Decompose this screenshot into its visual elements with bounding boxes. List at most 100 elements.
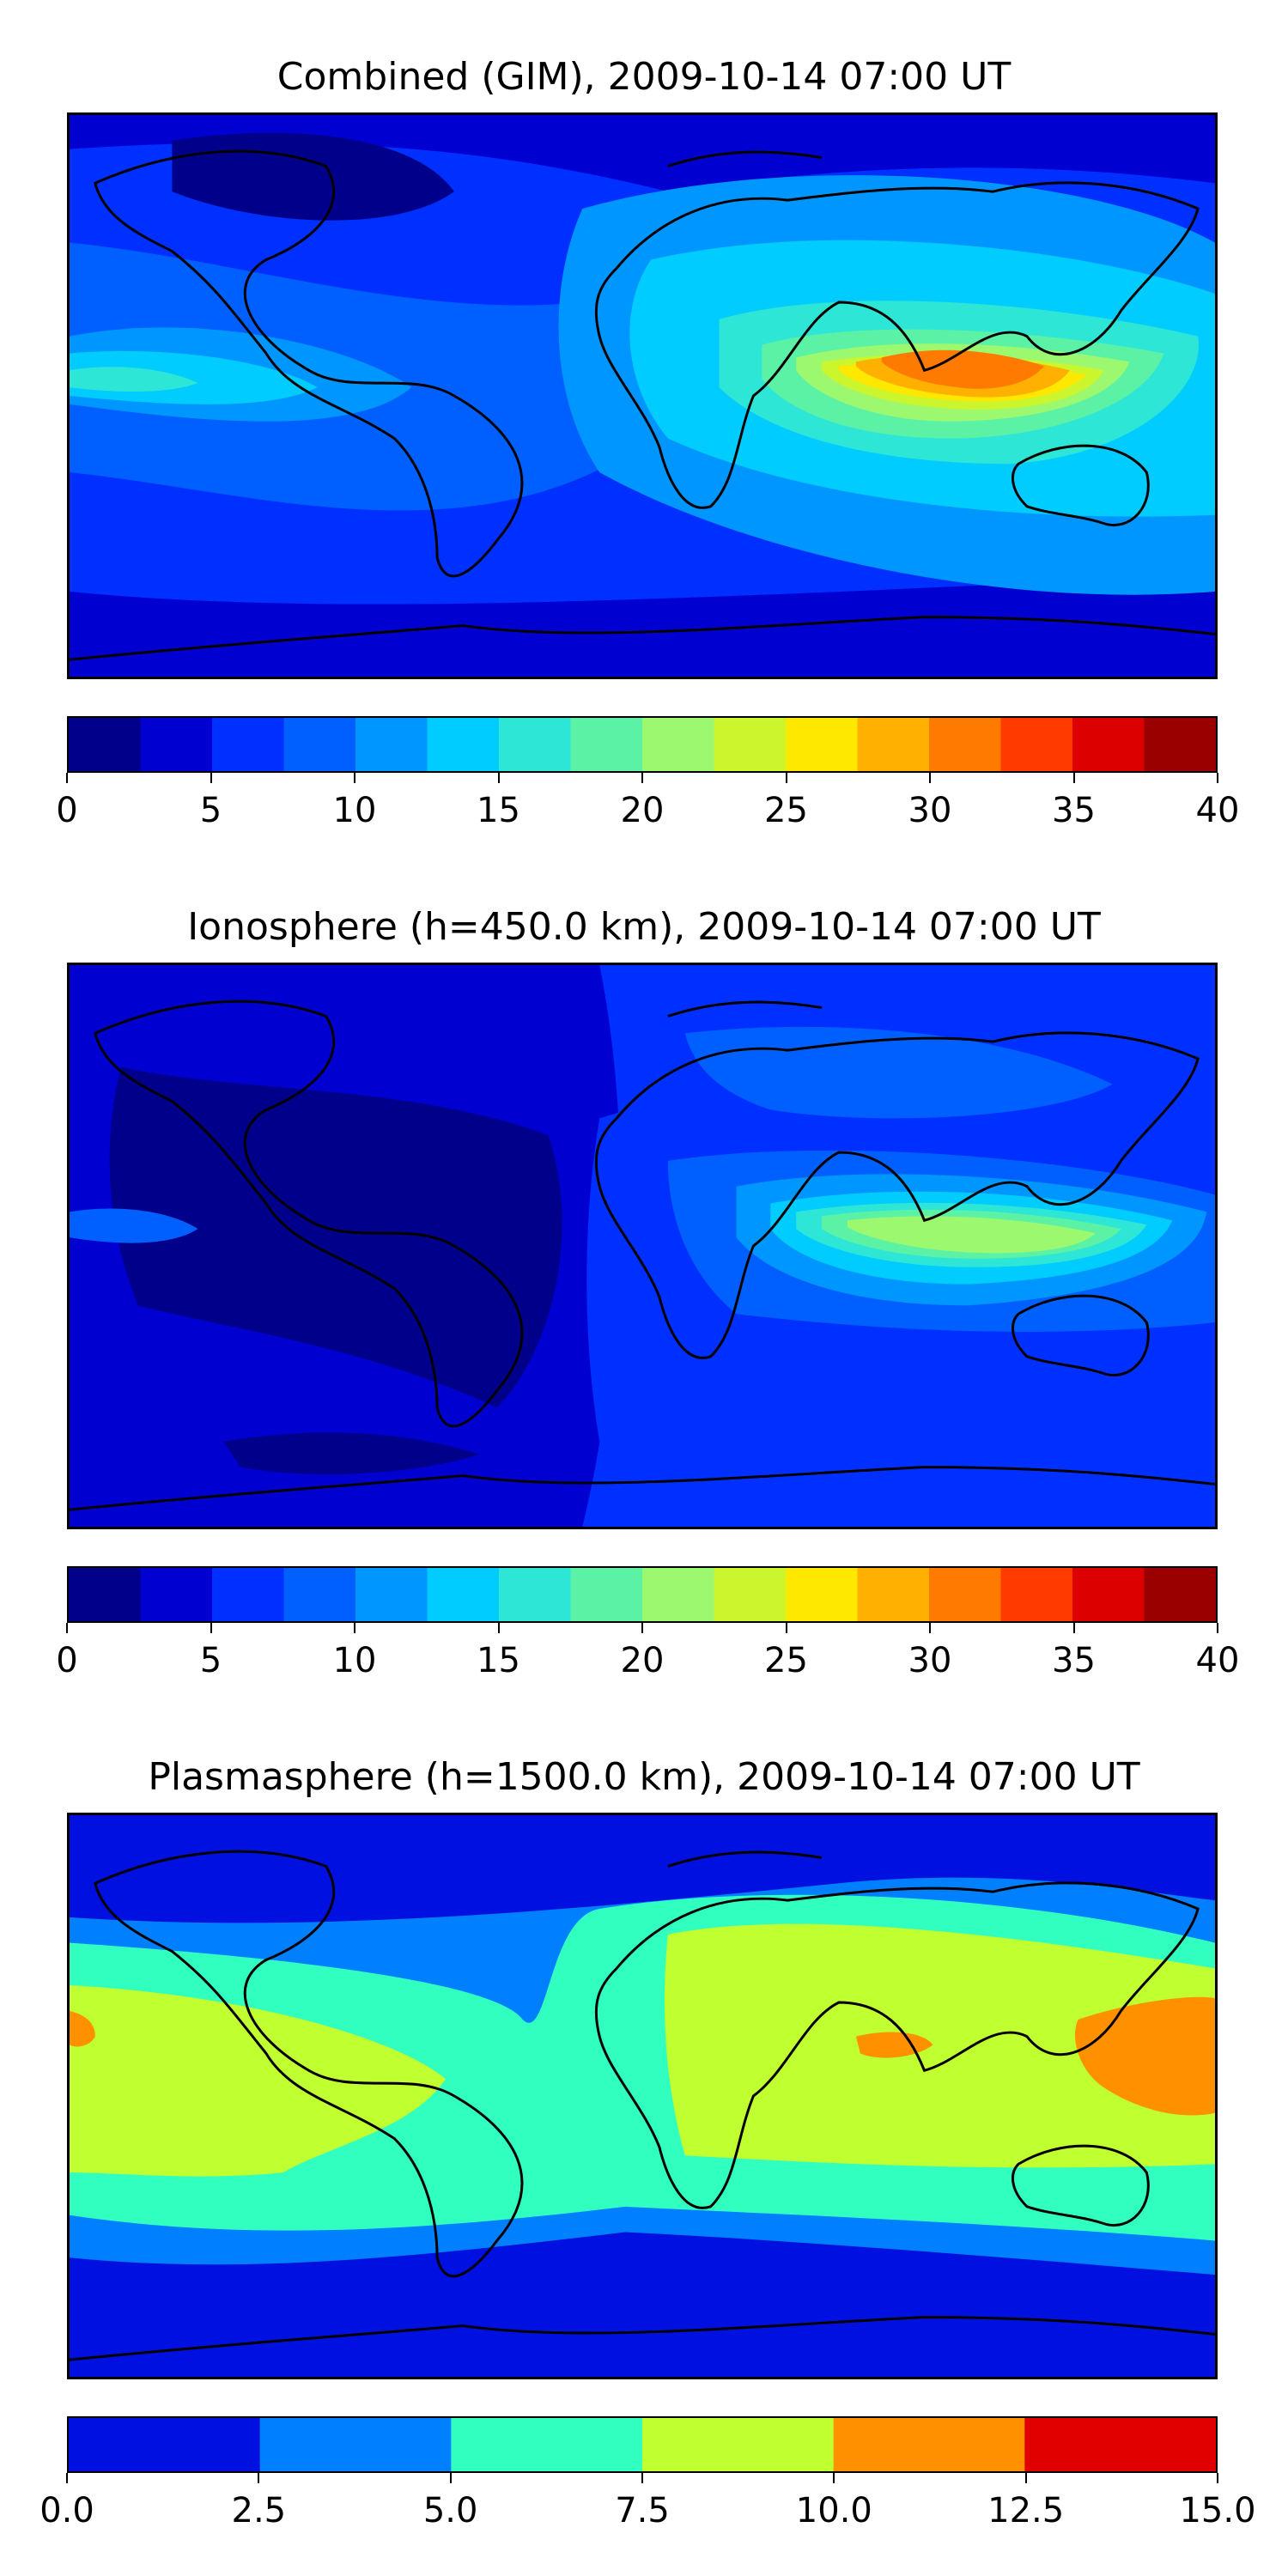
colorbar-tick-label: 15.0 (1179, 2491, 1256, 2530)
tec-map (67, 112, 1218, 679)
colorbar-tick (210, 773, 212, 783)
colorbar-bin (140, 1568, 213, 1621)
colorbar-tick-label: 15 (477, 791, 520, 830)
tec-map (67, 1813, 1218, 2379)
colorbar-tick-label: 40 (1195, 1641, 1240, 1680)
colorbar-tick-label: 10 (332, 1641, 377, 1680)
colorbar-tick (929, 1623, 931, 1633)
colorbar-tick (1072, 1623, 1075, 1633)
colorbar-bin (1072, 718, 1145, 771)
colorbar-bin (929, 1568, 1001, 1621)
map-title: Ionosphere (h=450.0 km), 2009-10-14 07:0… (187, 905, 1101, 949)
colorbar-tick-label: 12.5 (987, 2491, 1065, 2530)
colorbar-bin (642, 718, 714, 771)
colorbar-tick-label: 2.5 (231, 2491, 287, 2530)
colorbar-bin (833, 2418, 1025, 2471)
colorbar-bin (69, 1568, 141, 1621)
colorbar-tick-label: 5 (199, 1641, 222, 1680)
colorbar-bin (355, 718, 428, 771)
colorbar-tick (66, 1623, 68, 1633)
panel-combined: Combined (GIM), 2009-10-14 07:00 UT (0, 0, 1288, 859)
colorbar-tick-label: 35 (1052, 1641, 1096, 1680)
colorbar-bin (69, 2418, 261, 2471)
colorbar-tick-label: 20 (620, 791, 665, 830)
colorbar-bin (1000, 1568, 1073, 1621)
colorbar-bin (642, 1568, 714, 1621)
colorbar-bin (786, 1568, 858, 1621)
colorbar-tick (1024, 2473, 1027, 2483)
colorbar-bin (1144, 718, 1216, 771)
colorbar-bin (714, 1568, 787, 1621)
colorbar-tick (210, 1623, 212, 1633)
colorbar-bin (570, 718, 643, 771)
colorbar (67, 716, 1218, 773)
colorbar-tick-label: 5.0 (422, 2491, 478, 2530)
colorbar-bin (857, 1568, 930, 1621)
colorbar-bin (259, 2418, 452, 2471)
colorbar-bin (499, 1568, 571, 1621)
map-title: Plasmasphere (h=1500.0 km), 2009-10-14 0… (148, 1755, 1140, 1799)
colorbar-bin (1144, 1568, 1216, 1621)
colorbar-tick-label: 0 (56, 791, 78, 830)
colorbar-tick-label: 0.0 (39, 2491, 94, 2530)
colorbar-tick (497, 773, 500, 783)
colorbar-bin (69, 718, 141, 771)
colorbar-bin (355, 1568, 428, 1621)
colorbar-tick (641, 2473, 643, 2483)
colorbar-bin (283, 1568, 356, 1621)
colorbar-tick-label: 5 (199, 791, 222, 830)
colorbar-tick (66, 773, 68, 783)
colorbar-bin (929, 718, 1001, 771)
colorbar-tick-label: 10 (332, 791, 377, 830)
panel-ionosphere: Ionosphere (h=450.0 km), 2009-10-14 07:0… (0, 859, 1288, 1717)
colorbar-bin (1072, 1568, 1145, 1621)
colorbar-tick (258, 2473, 260, 2483)
colorbar-bin (427, 718, 500, 771)
colorbar-tick (641, 773, 643, 783)
colorbar-tick (1217, 1623, 1218, 1633)
map-title: Combined (GIM), 2009-10-14 07:00 UT (276, 55, 1012, 99)
colorbar-bin (642, 2418, 835, 2471)
colorbar-tick (497, 1623, 500, 1633)
colorbar-tick (641, 1623, 643, 1633)
colorbar-bin (212, 718, 284, 771)
colorbar-tick-label: 20 (620, 1641, 665, 1680)
colorbar-tick-label: 30 (908, 1641, 952, 1680)
colorbar-tick-label: 30 (908, 791, 952, 830)
colorbar-tick-label: 25 (764, 791, 808, 830)
tec-map (67, 963, 1218, 1529)
colorbar-bin (786, 718, 858, 771)
colorbar-ticks: 0 5 10 15 20 25 30 35 40 (56, 1623, 1239, 1683)
colorbar-ticks: 0.0 2.5 5.0 7.5 10.0 12.5 15.0 (39, 2473, 1256, 2533)
colorbar-bin (140, 718, 213, 771)
colorbar-tick-label: 40 (1195, 791, 1240, 830)
colorbar-bin (427, 1568, 500, 1621)
colorbar-tick-label: 25 (764, 1641, 808, 1680)
colorbar (67, 2416, 1218, 2473)
colorbar-tick (833, 2473, 835, 2483)
panel-plasmasphere: Plasmasphere (h=1500.0 km), 2009-10-14 0… (0, 1717, 1288, 2576)
colorbar-bin (212, 1568, 284, 1621)
colorbar-tick (1217, 773, 1218, 783)
colorbar-tick (354, 773, 355, 783)
colorbar-bin (1000, 718, 1073, 771)
colorbar-tick (1072, 773, 1075, 783)
colorbar-tick-label: 35 (1052, 791, 1096, 830)
colorbar-tick (449, 2473, 452, 2483)
colorbar-bin (451, 2418, 643, 2471)
colorbar-bin (283, 718, 356, 771)
colorbar-tick (1217, 2473, 1218, 2483)
colorbar-tick-label: 10.0 (795, 2491, 872, 2530)
colorbar-tick (929, 773, 931, 783)
colorbar-bin (499, 718, 571, 771)
colorbar-bin (570, 1568, 643, 1621)
colorbar-bin (714, 718, 787, 771)
colorbar-tick-label: 0 (56, 1641, 78, 1680)
colorbar-tick (785, 773, 787, 783)
colorbar (67, 1566, 1218, 1623)
colorbar-tick (354, 1623, 355, 1633)
colorbar-tick (785, 1623, 787, 1633)
colorbar-tick (66, 2473, 68, 2483)
colorbar-ticks: 0 5 10 15 20 25 30 35 40 (56, 773, 1239, 833)
colorbar-tick-label: 7.5 (615, 2491, 670, 2530)
